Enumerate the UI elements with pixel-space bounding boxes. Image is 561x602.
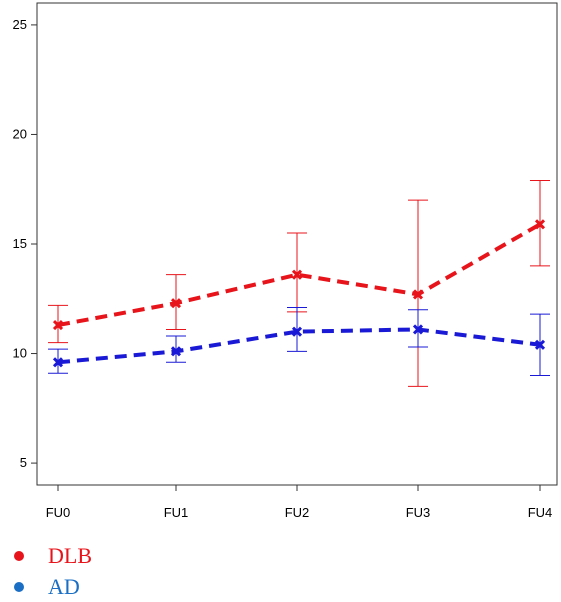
y-tick-label: 15 [13,236,27,251]
data-point-marker [534,339,546,350]
marker-stroke [412,324,424,335]
legend-label: DLB [48,542,92,568]
series-layer [48,179,550,387]
marker-stroke [412,289,424,300]
data-point-marker [52,320,64,331]
legend-item-ad: AD [8,571,92,602]
marker-stroke [52,320,64,331]
data-point-marker [52,357,64,368]
data-point-marker [291,326,303,337]
legend-item-dlb: DLB [8,540,92,571]
data-point-marker [170,298,182,309]
error-bar [287,307,307,352]
series-line [57,222,541,328]
error-bar [287,232,307,313]
marker-stroke [534,219,546,230]
marker-stroke [534,339,546,350]
data-point-marker [291,269,303,280]
x-axis: FU0 FU1 FU2 FU3 FU4 [46,485,553,520]
x-tick-label: FU3 [406,505,431,520]
y-axis: 5 10 15 20 25 [13,17,37,470]
legend: DLB AD [8,540,92,602]
legend-dot-icon [14,550,24,561]
data-point-marker [534,219,546,230]
y-tick-label: 10 [13,346,27,361]
legend-dot-icon [14,581,24,592]
marker-stroke [52,357,64,368]
data-point-marker [412,289,424,300]
y-tick-label: 25 [13,17,27,32]
x-tick-label: FU2 [285,505,310,520]
x-tick-label: FU4 [528,505,553,520]
data-point-marker [170,346,182,357]
y-tick-label: 5 [20,455,27,470]
y-tick-label: 20 [13,126,27,141]
marker-stroke [170,346,182,357]
x-tick-label: FU0 [46,505,71,520]
error-bar [166,335,186,363]
series-ad [48,307,550,376]
series-dlb [48,179,550,387]
series-line [57,327,541,365]
legend-label: AD [48,573,80,599]
x-tick-label: FU1 [164,505,189,520]
marker-stroke [291,269,303,280]
marker-stroke [291,326,303,337]
data-point-marker [412,324,424,335]
marker-stroke [170,298,182,309]
line-chart: 5 10 15 20 25 FU0 FU1 FU2 FU3 FU4 [13,2,558,520]
